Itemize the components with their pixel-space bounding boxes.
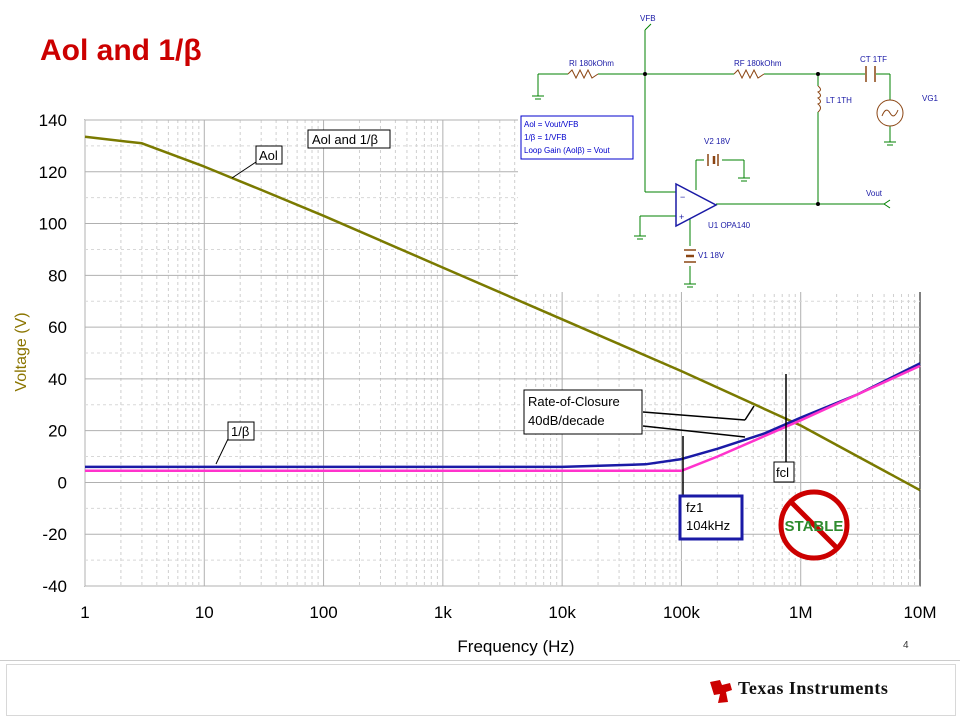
y-tick-label: -40 bbox=[42, 577, 67, 596]
x-tick-label: 100 bbox=[309, 603, 337, 622]
y-tick-label: 120 bbox=[39, 163, 67, 182]
y-tick-label: 0 bbox=[58, 473, 67, 492]
x-axis-label: Frequency (Hz) bbox=[457, 637, 574, 656]
x-tick-label: 100k bbox=[663, 603, 700, 622]
ti-logo-icon bbox=[710, 680, 732, 703]
legend-label: Aol and 1/β bbox=[312, 132, 378, 147]
inv-beta-label-box bbox=[227, 421, 255, 441]
fz1-box bbox=[678, 494, 744, 541]
footer-bar bbox=[0, 660, 960, 721]
rf-label: RF 180kOhm bbox=[734, 59, 782, 68]
eq1: Aol = Vout/VFB bbox=[524, 120, 578, 129]
vout-label: Vout bbox=[866, 189, 883, 198]
aol-curve bbox=[84, 135, 921, 492]
fcl-box bbox=[773, 461, 795, 483]
aol-pointer bbox=[231, 161, 257, 179]
page-number: 4 bbox=[903, 640, 909, 651]
v1-label: V1 18V bbox=[698, 251, 725, 260]
x-tick-label: 10 bbox=[195, 603, 214, 622]
y-tick-label: -20 bbox=[42, 525, 67, 544]
legend-box bbox=[307, 129, 391, 149]
svg-text:+: + bbox=[679, 212, 684, 222]
stable-badge: STABLE bbox=[778, 489, 850, 561]
vg1-label: VG1 bbox=[922, 94, 939, 103]
stable-label: STABLE bbox=[785, 518, 844, 535]
y-tick-label: 100 bbox=[39, 215, 67, 234]
x-tick-label: 1M bbox=[789, 603, 813, 622]
y-axis-label: Voltage (V) bbox=[13, 312, 30, 391]
x-tick-label: 1k bbox=[434, 603, 452, 622]
roc-pointer-1 bbox=[642, 411, 746, 421]
footer-frame bbox=[6, 664, 956, 716]
fz1-line1: fz1 bbox=[686, 500, 703, 515]
fcl-label: fcl bbox=[776, 465, 789, 480]
fz1-line2: 104kHz bbox=[686, 518, 730, 533]
roc-pointer-3 bbox=[642, 425, 746, 438]
roc-pointer-2 bbox=[744, 405, 755, 421]
y-tick-label: 60 bbox=[48, 318, 67, 337]
eq2: 1/β = 1/VFB bbox=[524, 133, 567, 142]
roc-box bbox=[523, 389, 643, 435]
vfb-label: VFB bbox=[640, 14, 656, 23]
x-tick-label: 10k bbox=[548, 603, 576, 622]
slide-title: Aol and 1/β bbox=[40, 34, 202, 67]
v2-label: V2 18V bbox=[704, 137, 731, 146]
equations-box bbox=[520, 115, 634, 160]
axis-ticks: 1 10 100 1k 10k 100k 1M 10M 140 120 100 80 60 40 20 0 -2… bbox=[39, 111, 937, 622]
ri-label: RI 180kOhm bbox=[569, 59, 614, 68]
curves bbox=[84, 135, 921, 492]
y-tick-label: 40 bbox=[48, 370, 67, 389]
inv-beta-label: 1/β bbox=[231, 424, 249, 439]
y-tick-label: 140 bbox=[39, 111, 67, 130]
inv-beta-pointer bbox=[215, 438, 229, 465]
svg-text:−: − bbox=[680, 192, 685, 202]
inv-beta-curve bbox=[85, 364, 921, 473]
y-tick-label: 20 bbox=[48, 422, 67, 441]
x-tick-label: 1 bbox=[80, 603, 89, 622]
lt-label: LT 1TH bbox=[826, 96, 852, 105]
aol-label-box bbox=[255, 145, 283, 165]
roc-line1: Rate-of-Closure bbox=[528, 394, 620, 409]
roc-line2: 40dB/decade bbox=[528, 413, 605, 428]
ct-label: CT 1TF bbox=[860, 55, 887, 64]
circuit-schematic: Aol = Vout/VFB 1/β = 1/VFB Loop Gain (Ao… bbox=[518, 8, 956, 292]
u1-label: U1 OPA140 bbox=[708, 221, 751, 230]
x-tick-label: 10M bbox=[903, 603, 936, 622]
aol-label: Aol bbox=[259, 148, 278, 163]
company-name: Texas Instruments bbox=[738, 678, 889, 698]
y-tick-label: 80 bbox=[48, 266, 67, 285]
eq3: Loop Gain (Aolβ) = Vout bbox=[524, 146, 611, 155]
